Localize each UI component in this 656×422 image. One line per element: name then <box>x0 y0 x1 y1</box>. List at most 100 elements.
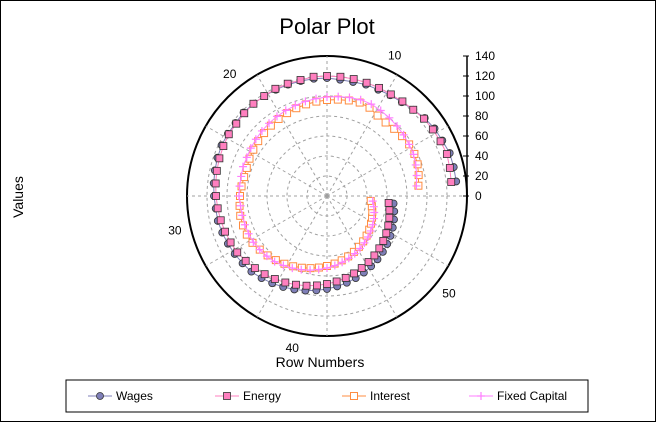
data-point <box>251 135 260 144</box>
angle-tick-label: 10 <box>388 48 402 62</box>
data-point <box>386 90 395 99</box>
data-point <box>413 160 422 169</box>
data-point <box>330 261 339 270</box>
data-point <box>385 206 394 215</box>
legend-label: Fixed Capital <box>497 389 567 403</box>
legend-item: Energy <box>215 389 281 403</box>
data-point <box>223 392 231 400</box>
data-point <box>250 264 259 273</box>
data-point <box>219 142 228 151</box>
series-3 <box>235 92 421 275</box>
data-point <box>409 150 418 159</box>
data-point <box>211 179 220 188</box>
chart-title: Polar Plot <box>279 14 374 39</box>
data-point <box>399 130 408 139</box>
data-point <box>368 220 377 229</box>
angle-tick-label: 30 <box>168 224 182 238</box>
radial-tick-label: 120 <box>475 69 495 83</box>
data-point <box>212 192 220 200</box>
data-point <box>376 106 385 115</box>
data-point <box>232 119 241 128</box>
radial-tick-label: 40 <box>475 149 489 163</box>
data-point <box>212 166 221 175</box>
data-point <box>242 153 251 162</box>
data-point <box>349 247 358 256</box>
radial-tick-label: 60 <box>475 129 489 143</box>
data-point <box>306 266 315 275</box>
grid-spoke <box>205 195 328 267</box>
data-point <box>369 202 378 211</box>
radial-tick-label: 20 <box>475 169 489 183</box>
data-point <box>262 252 271 261</box>
data-point <box>280 259 289 268</box>
data-point <box>270 275 279 283</box>
data-point <box>244 229 253 238</box>
data-point <box>350 249 359 258</box>
data-point <box>323 72 331 80</box>
data-point <box>385 213 394 222</box>
data-point <box>323 93 331 101</box>
grid-spoke <box>326 125 449 197</box>
data-point <box>379 236 388 245</box>
data-point <box>297 263 306 272</box>
data-point <box>272 112 281 121</box>
data-point <box>213 204 222 213</box>
legend-label: Interest <box>370 389 411 403</box>
data-point <box>356 95 365 104</box>
data-point <box>271 84 280 93</box>
data-point <box>297 265 306 274</box>
data-point <box>436 137 445 146</box>
data-point <box>334 92 343 101</box>
data-point <box>226 238 235 247</box>
data-point <box>355 244 364 253</box>
data-point <box>411 160 420 169</box>
data-point <box>241 256 250 265</box>
radial-tick-label: 100 <box>475 89 495 103</box>
grid-spoke <box>256 74 328 197</box>
data-point <box>336 72 345 81</box>
data-point <box>364 258 373 266</box>
data-point <box>236 201 245 210</box>
radial-tick-label: 0 <box>475 189 482 203</box>
radial-tick-label: 80 <box>475 109 489 123</box>
data-point <box>368 197 377 206</box>
legend: Wages Energy Interest Fixed Capital <box>65 379 589 413</box>
data-point <box>341 273 350 282</box>
data-point <box>323 280 331 288</box>
data-point <box>362 78 371 87</box>
data-point <box>281 106 290 115</box>
data-point <box>350 392 358 400</box>
grid-ring-40 <box>286 155 368 237</box>
data-point <box>332 277 341 286</box>
radial-tick-label: 140 <box>475 49 495 63</box>
data-point <box>373 111 382 120</box>
data-point <box>292 280 300 289</box>
data-point <box>314 265 323 274</box>
data-point <box>398 97 407 106</box>
data-point <box>96 392 104 400</box>
legend-label: Energy <box>243 389 281 403</box>
data-point <box>221 227 229 236</box>
data-point <box>279 261 288 270</box>
data-point <box>381 118 390 127</box>
data-point <box>447 178 456 186</box>
data-point <box>338 258 347 267</box>
data-point <box>360 238 369 247</box>
legend-label: Wages <box>116 389 153 403</box>
x-axis-label: Row Numbers <box>276 354 365 370</box>
data-point <box>354 242 363 251</box>
data-point <box>249 99 258 108</box>
data-point <box>238 162 247 171</box>
data-point <box>240 220 249 229</box>
legend-item: Interest <box>342 389 411 403</box>
data-point <box>257 126 266 135</box>
data-point <box>345 93 354 102</box>
legend-box <box>65 379 589 413</box>
data-point <box>405 140 414 149</box>
grid-spoke <box>326 195 449 267</box>
data-point <box>409 105 418 114</box>
data-point <box>235 192 243 200</box>
y-axis-label: Values <box>10 176 26 218</box>
data-point <box>255 245 264 254</box>
